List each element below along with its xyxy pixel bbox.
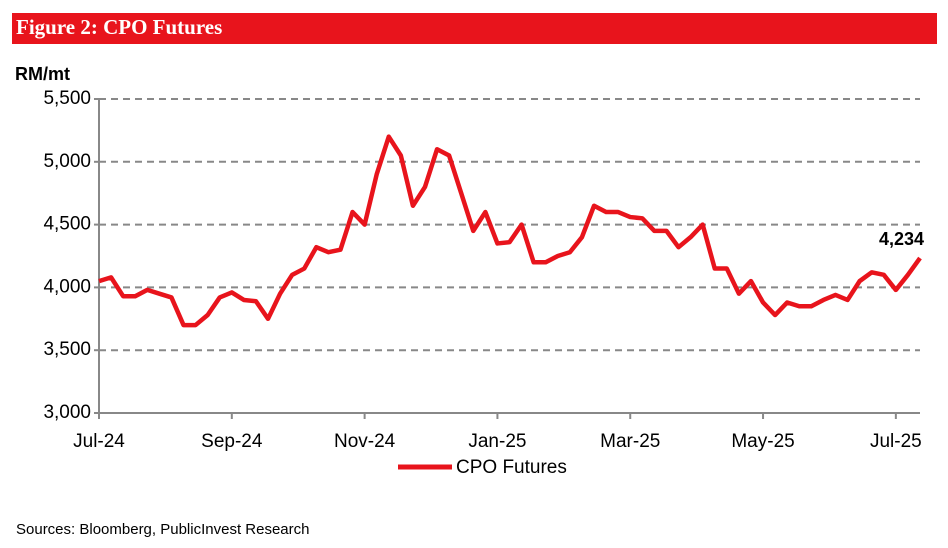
y-tick-label: 4,500 bbox=[43, 214, 91, 235]
x-tick-label: Mar-25 bbox=[600, 431, 660, 452]
title-bar bbox=[12, 13, 937, 44]
data-label: 4,234 bbox=[879, 229, 924, 249]
y-tick-label: 3,000 bbox=[43, 402, 91, 423]
source-note: Sources: Bloomberg, PublicInvest Researc… bbox=[16, 521, 309, 538]
x-tick-label: Sep-24 bbox=[201, 431, 263, 452]
x-tick-label: Jul-25 bbox=[870, 431, 922, 452]
x-tick-label: Jul-24 bbox=[73, 431, 125, 452]
y-tick-label: 4,000 bbox=[43, 276, 91, 297]
chart-title: Figure 2: CPO Futures bbox=[16, 15, 222, 39]
legend-label: CPO Futures bbox=[456, 457, 567, 478]
y-tick-label: 5,500 bbox=[43, 88, 91, 109]
y-tick-label: 5,000 bbox=[43, 151, 91, 172]
x-tick-label: May-25 bbox=[731, 431, 794, 452]
y-axis-label: RM/mt bbox=[15, 64, 70, 84]
series-line bbox=[98, 134, 922, 328]
x-tick-label: Jan-25 bbox=[468, 431, 526, 452]
y-tick-label: 3,500 bbox=[43, 339, 91, 360]
x-tick-label: Nov-24 bbox=[334, 431, 396, 452]
